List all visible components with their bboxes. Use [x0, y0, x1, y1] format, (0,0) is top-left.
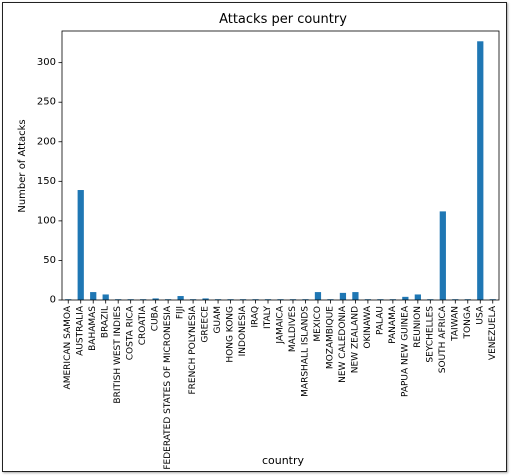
- bar-greece: [202, 298, 209, 300]
- chart-title: Attacks per country: [219, 12, 347, 27]
- x-tick-label: INDONESIA: [238, 305, 248, 356]
- x-axis: AMERICAN SAMOA AUSTRALIA BAHAMAS BRAZIL BRIT…: [63, 300, 498, 470]
- x-tick-label: AMERICAN SAMOA: [63, 305, 73, 389]
- x-tick-label: NEW CALEDONIA: [338, 305, 348, 383]
- x-axis-label: country: [262, 454, 305, 467]
- x-tick-label: GUAM: [213, 306, 223, 333]
- y-axis-label: Number of Attacks: [17, 119, 28, 212]
- x-tick-label: PAPUA NEW GUINEA: [400, 305, 410, 397]
- figure-frame: Attacks per country Number of Attacks co…: [2, 2, 507, 472]
- x-tick-label: CUBA: [151, 305, 161, 331]
- x-tick-label: JAMAICA: [276, 305, 286, 345]
- x-tick-label: TAIWAN: [450, 306, 460, 342]
- bar-papua-new-guinea: [402, 296, 409, 300]
- plot-area-border: [61, 30, 500, 301]
- bar-bahamas: [90, 292, 97, 300]
- bar-cuba: [152, 298, 159, 300]
- x-tick-label: REUNION: [413, 306, 423, 348]
- y-tick-label: 200: [37, 136, 56, 147]
- x-tick-label: IRAQ: [251, 306, 261, 328]
- y-axis: 0 50 100 150 200 250 300: [37, 57, 62, 306]
- x-tick-label: BRAZIL: [101, 306, 111, 338]
- x-tick-label: VENEZUELA: [488, 305, 498, 360]
- bar-usa: [477, 41, 484, 301]
- x-tick-label: NEW ZEALAND: [350, 306, 360, 373]
- x-tick-label: COSTA RICA: [126, 305, 136, 360]
- x-tick-label: FRENCH POLYNESIA: [188, 305, 198, 394]
- x-tick-label: SEYCHELLES: [425, 306, 435, 363]
- x-tick-label: MALDIVES: [288, 306, 298, 352]
- bar-new-zealand: [352, 292, 359, 300]
- bar-chart: Attacks per country Number of Attacks co…: [17, 12, 500, 470]
- x-tick-label: GREECE: [201, 306, 211, 343]
- x-tick-label: AUSTRALIA: [76, 305, 86, 356]
- bars-group: [65, 41, 496, 301]
- y-tick-label: 0: [50, 295, 56, 306]
- x-tick-label: PALAU: [375, 306, 385, 335]
- bar-new-caledonia: [339, 292, 347, 300]
- bar-mexico: [314, 292, 322, 300]
- x-tick-label: PANAMA: [388, 305, 398, 344]
- bar-south-africa: [439, 211, 446, 300]
- x-tick-label: BRITISH WEST INDIES: [113, 306, 123, 404]
- y-tick-label: 150: [37, 176, 56, 187]
- x-tick-label: CROATIA: [138, 305, 148, 345]
- x-tick-label: OKINAWA: [363, 305, 373, 348]
- y-tick-label: 300: [37, 57, 56, 68]
- x-tick-label: USA: [475, 305, 485, 324]
- y-tick-label: 250: [37, 97, 56, 108]
- x-tick-label: TONGA: [463, 305, 473, 339]
- x-tick-label: ITALY: [263, 306, 273, 329]
- bar-australia: [77, 190, 84, 300]
- x-tick-label: SOUTH AFRICA: [438, 305, 448, 373]
- bar-fiji: [177, 296, 184, 300]
- x-tick-label: BAHAMAS: [88, 306, 98, 351]
- x-tick-label: MEXICO: [313, 306, 323, 342]
- x-tick-label: MOZAMBIQUE: [325, 306, 335, 369]
- bar-reunion: [414, 294, 421, 300]
- y-tick-label: 100: [37, 215, 56, 226]
- x-tick-label: FIJI: [176, 306, 186, 319]
- x-tick-label: MARSHALL ISLANDS: [300, 306, 310, 397]
- y-tick-label: 50: [43, 255, 56, 266]
- x-tick-label: HONG KONG: [226, 306, 236, 363]
- bar-brazil: [102, 294, 109, 300]
- x-tick-label: FEDERATED STATES OF MICRONESIA: [163, 305, 173, 469]
